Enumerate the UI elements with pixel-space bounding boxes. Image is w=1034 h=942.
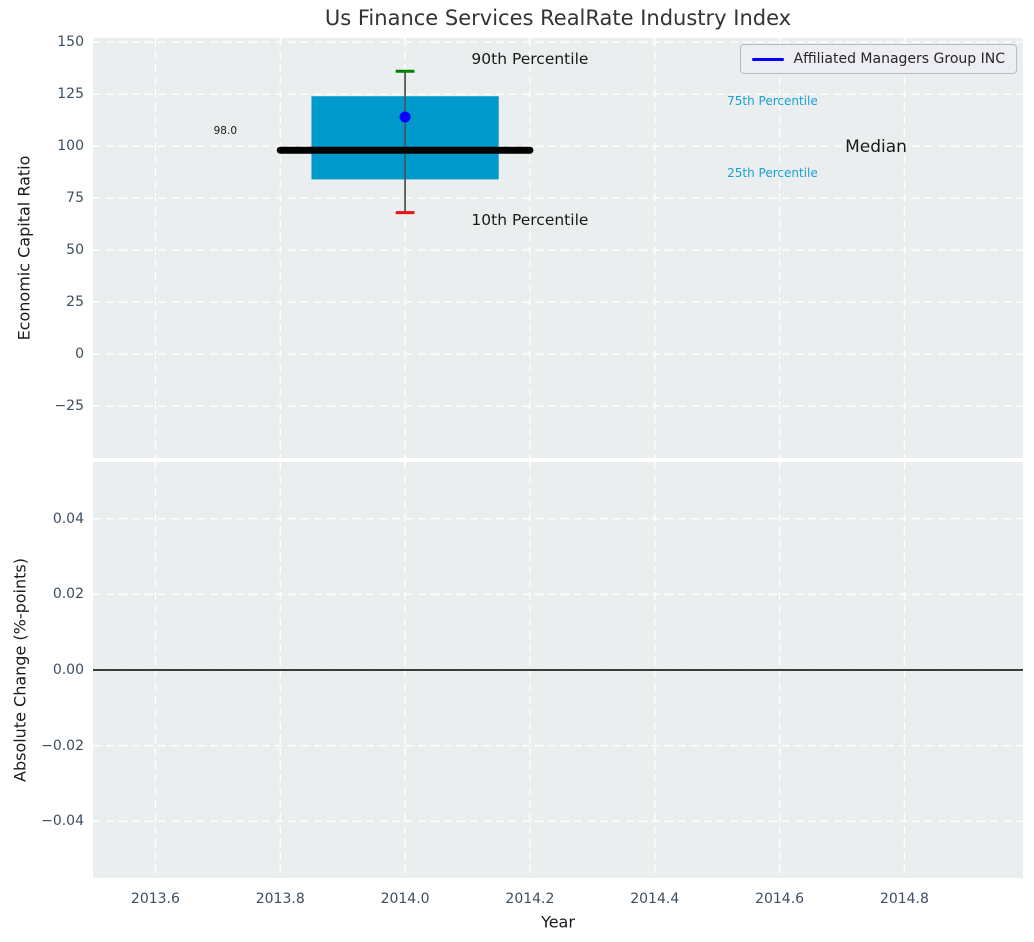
y-tick-label: −25 (54, 398, 84, 415)
legend-label: Affiliated Managers Group INC (793, 51, 1005, 67)
annotation: 90th Percentile (471, 49, 589, 68)
y-tick-label: 0.02 (52, 586, 84, 603)
y-tick-label: 125 (57, 86, 84, 103)
y-tick-label: 25 (66, 294, 84, 311)
annotation: 10th Percentile (471, 210, 589, 229)
annotation: 75th Percentile (727, 93, 818, 108)
legend-line-sample (751, 57, 784, 61)
x-tick-label: 2014.2 (505, 891, 555, 907)
axes-top (93, 38, 1023, 458)
x-tick-label: 2014.6 (755, 891, 805, 907)
y-axis-label-bottom: Absolute Change (%-points) (10, 558, 30, 782)
x-tick-label: 2014.0 (380, 891, 430, 907)
y-tick-label: −0.02 (41, 737, 84, 754)
x-tick-label: 2014.4 (630, 891, 680, 907)
annotation: Median (845, 136, 907, 157)
x-tick-label: 2013.8 (255, 891, 305, 907)
chart-title: Us Finance Services RealRate Industry In… (324, 6, 792, 30)
y-tick-label: 150 (57, 34, 84, 51)
axes-bottom (93, 462, 1023, 878)
legend: Affiliated Managers Group INC (739, 44, 1017, 74)
y-tick-label: −0.04 (41, 813, 84, 830)
y-tick-label: 0.04 (52, 510, 84, 527)
y-tick-label: 100 (57, 138, 84, 155)
x-tick-label: 2014.8 (879, 891, 929, 907)
y-tick-label: 75 (66, 190, 84, 207)
company-marker (399, 111, 411, 123)
y-tick-label: 0.00 (52, 662, 84, 678)
x-tick-label: 2013.6 (130, 891, 180, 907)
y-axis-label-top: Economic Capital Ratio (14, 155, 34, 341)
y-tick-label: 50 (66, 242, 84, 259)
plot-area-bottom (93, 462, 1023, 878)
x-axis-label: Year (541, 912, 575, 932)
annotation: 98.0 (213, 124, 238, 137)
annotation: 25th Percentile (727, 165, 818, 180)
plot-area-top (93, 38, 1023, 458)
y-tick-label: 0 (75, 346, 84, 363)
